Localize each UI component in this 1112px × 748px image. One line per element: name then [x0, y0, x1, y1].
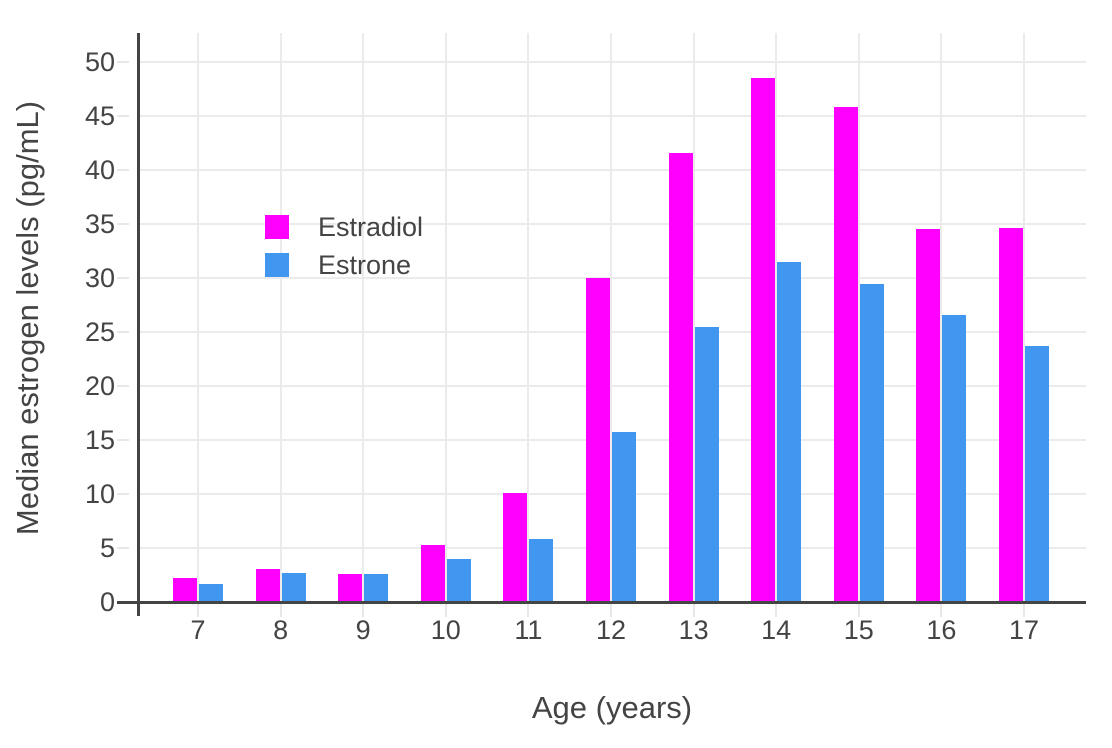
gridline-y-40 [138, 169, 1086, 171]
bar-estrone-age-10 [446, 558, 471, 602]
y-tick-label-20: 20 [84, 371, 115, 401]
x-tick-12 [610, 604, 612, 617]
y-tick-label-25: 25 [84, 317, 115, 347]
x-tick-label-13: 13 [678, 615, 709, 645]
bar-estrone-age-11 [529, 539, 554, 602]
bar-estradiol-age-11 [503, 492, 528, 602]
legend-label-estradiol: Estradiol [318, 211, 424, 242]
legend-item-estrone[interactable]: Estrone [265, 250, 423, 280]
x-tick-label-9: 9 [355, 615, 371, 645]
x-tick-label-10: 10 [430, 615, 461, 645]
bar-estradiol-age-10 [420, 544, 445, 602]
x-tick-17 [1023, 604, 1025, 617]
y-tick-35 [117, 223, 129, 225]
gridline-y-50 [138, 61, 1086, 63]
bar-estrone-age-9 [364, 573, 389, 602]
bar-estradiol-age-16 [916, 229, 941, 602]
y-tick-5 [117, 547, 129, 549]
x-tick-label-14: 14 [761, 615, 792, 645]
y-axis-title: Median estrogen levels (pg/mL) [10, 100, 45, 535]
gridline-y-20 [138, 385, 1086, 387]
y-tick-25 [117, 331, 129, 333]
x-axis-title: Age (years) [531, 690, 693, 725]
bar-estrone-age-7 [199, 583, 223, 602]
y-axis-line [136, 33, 140, 616]
gridline-y-30 [138, 277, 1086, 279]
bar-estrone-age-12 [612, 432, 636, 602]
y-tick-label-40: 40 [84, 155, 115, 185]
gridline-x-11 [527, 33, 530, 602]
x-tick-16 [940, 604, 943, 617]
x-tick-11 [527, 604, 530, 617]
y-tick-label-30: 30 [84, 263, 115, 293]
y-tick-label-15: 15 [84, 425, 115, 455]
legend-item-estradiol[interactable]: Estradiol [265, 212, 423, 242]
bar-estradiol-age-13 [668, 152, 693, 602]
gridline-x-16 [940, 33, 943, 602]
x-tick-14 [775, 604, 778, 617]
gridline-x-9 [362, 33, 365, 602]
gridline-y-45 [138, 115, 1086, 117]
gridline-x-8 [279, 33, 282, 602]
y-tick-30 [117, 277, 129, 279]
legend-swatch-estradiol [265, 215, 289, 239]
y-tick-10 [117, 493, 129, 495]
y-tick-label-50: 50 [84, 47, 115, 77]
bar-estrone-age-8 [281, 572, 306, 602]
bar-estradiol-age-17 [999, 228, 1023, 602]
x-tick-8 [279, 604, 282, 617]
gridline-x-15 [857, 33, 860, 602]
gridline-x-13 [692, 33, 695, 602]
bar-estradiol-age-12 [586, 278, 610, 602]
bar-estrone-age-16 [942, 314, 967, 602]
x-axis-line [117, 600, 1086, 604]
x-tick-10 [444, 604, 447, 617]
x-tick-label-16: 16 [926, 615, 957, 645]
x-tick-label-7: 7 [190, 615, 206, 645]
bar-estrone-age-15 [859, 284, 884, 602]
x-tick-label-11: 11 [514, 615, 543, 645]
x-tick-label-17: 17 [1008, 615, 1040, 645]
gridline-x-7 [197, 33, 199, 602]
x-tick-label-15: 15 [843, 615, 874, 645]
y-tick-label-35: 35 [84, 209, 115, 239]
bar-estradiol-age-15 [833, 107, 858, 602]
y-tick-label-10: 10 [84, 479, 115, 509]
legend-label-estrone: Estrone [318, 249, 412, 280]
y-tick-40 [117, 169, 129, 171]
legend-swatch-estrone [265, 253, 289, 277]
y-tick-45 [117, 115, 129, 117]
gridline-y-25 [138, 331, 1086, 333]
x-tick-label-8: 8 [273, 615, 289, 645]
gridline-y-35 [138, 223, 1086, 225]
bar-estradiol-age-9 [338, 573, 363, 602]
x-tick-15 [857, 604, 860, 617]
gridline-x-12 [610, 33, 612, 602]
bar-estradiol-age-7 [173, 578, 197, 602]
y-tick-15 [117, 439, 129, 441]
gridline-x-14 [775, 33, 778, 602]
bar-estrone-age-13 [694, 326, 719, 602]
y-tick-label-5: 5 [99, 533, 115, 563]
legend: Estradiol Estrone [265, 212, 423, 291]
x-tick-label-12: 12 [595, 615, 627, 645]
x-tick-7 [197, 604, 199, 617]
bar-estradiol-age-14 [751, 78, 776, 602]
bar-estrone-age-17 [1025, 346, 1049, 602]
bar-estrone-age-14 [777, 261, 802, 602]
x-tick-9 [362, 604, 365, 617]
gridline-x-10 [444, 33, 447, 602]
x-tick-13 [692, 604, 695, 617]
y-tick-label-0: 0 [99, 587, 115, 617]
y-tick-label-45: 45 [84, 101, 115, 131]
gridline-x-17 [1023, 33, 1025, 602]
y-tick-50 [117, 61, 129, 63]
bar-estradiol-age-8 [255, 568, 280, 602]
y-tick-20 [117, 385, 129, 387]
